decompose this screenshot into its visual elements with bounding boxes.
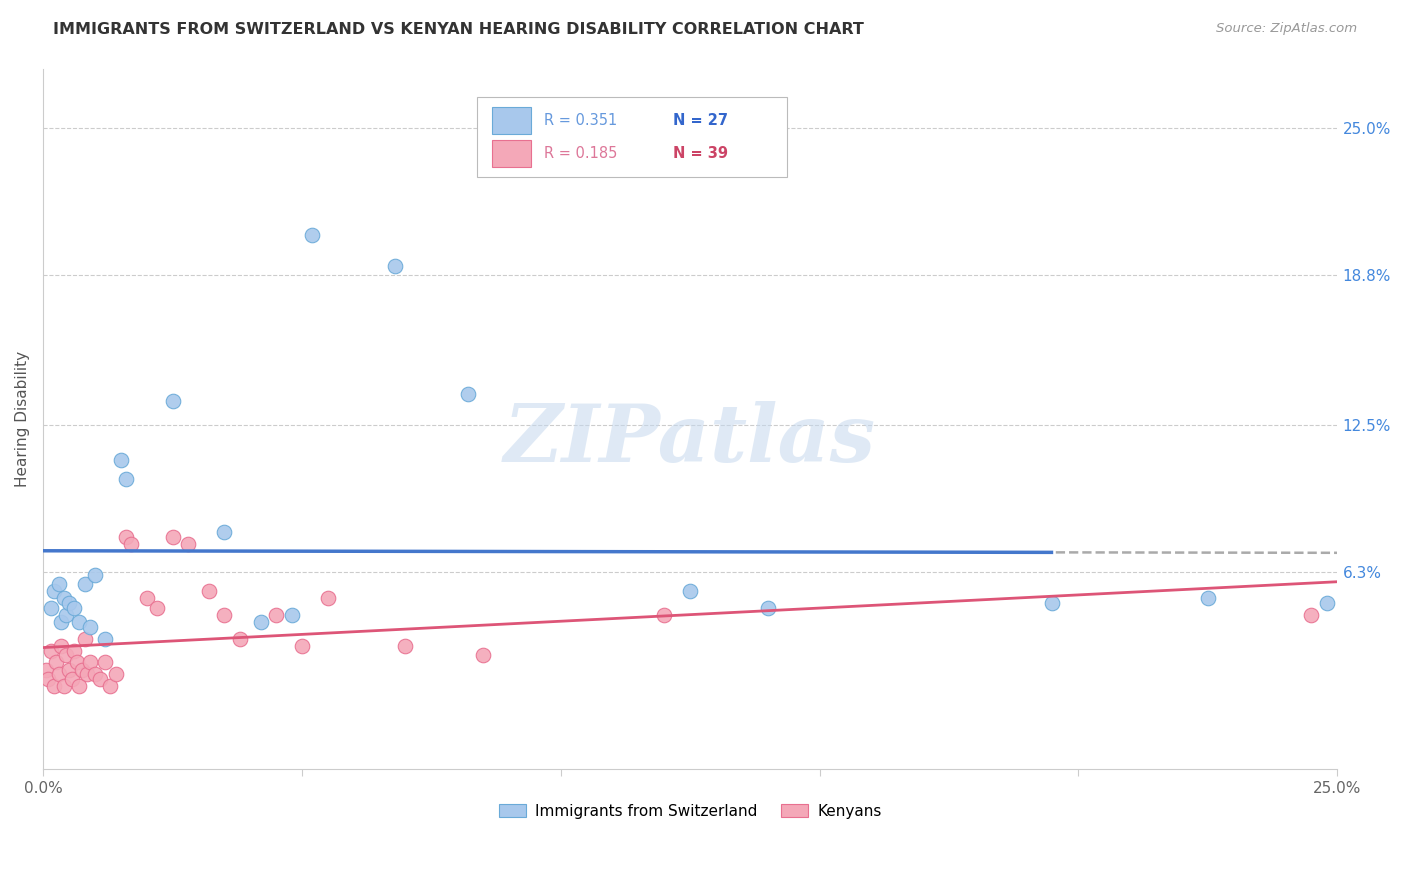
Point <box>115 529 138 543</box>
Text: IMMIGRANTS FROM SWITZERLAND VS KENYAN HEARING DISABILITY CORRELATION CHART: IMMIGRANTS FROM SWITZERLAND VS KENYAN HE… <box>53 22 865 37</box>
Point <box>94 656 117 670</box>
Point <box>79 656 101 670</box>
Point <box>1042 596 1064 610</box>
FancyBboxPatch shape <box>492 107 531 134</box>
Point <box>177 536 200 550</box>
Point <box>110 453 132 467</box>
Point <box>280 607 302 622</box>
Point <box>162 529 184 543</box>
Point <box>301 227 323 242</box>
Point <box>73 577 96 591</box>
Point <box>39 600 62 615</box>
Point <box>198 584 221 599</box>
Text: R = 0.351: R = 0.351 <box>544 113 617 128</box>
Point <box>84 667 107 681</box>
Point <box>63 643 86 657</box>
Point <box>37 672 59 686</box>
Point <box>35 663 58 677</box>
Point <box>472 648 495 663</box>
Legend: Immigrants from Switzerland, Kenyans: Immigrants from Switzerland, Kenyans <box>492 797 887 825</box>
Point <box>63 600 86 615</box>
Point <box>48 667 70 681</box>
Point <box>94 632 117 646</box>
Point <box>316 591 339 606</box>
Point <box>249 615 271 629</box>
Point <box>67 679 90 693</box>
Point <box>264 607 287 622</box>
Point <box>104 667 127 681</box>
Point <box>1316 596 1339 610</box>
Point <box>1197 591 1219 606</box>
Point <box>70 663 93 677</box>
Text: N = 39: N = 39 <box>673 145 728 161</box>
Point <box>214 607 236 622</box>
Point <box>457 387 479 401</box>
Point <box>135 591 157 606</box>
Point <box>1301 607 1323 622</box>
FancyBboxPatch shape <box>477 96 787 178</box>
Point <box>229 632 252 646</box>
Point <box>42 584 65 599</box>
Point <box>756 600 779 615</box>
Point <box>45 656 67 670</box>
Point <box>48 577 70 591</box>
Point <box>67 615 90 629</box>
Text: N = 27: N = 27 <box>673 113 728 128</box>
Point <box>73 632 96 646</box>
Text: Source: ZipAtlas.com: Source: ZipAtlas.com <box>1216 22 1357 36</box>
Point <box>52 679 75 693</box>
Point <box>66 656 89 670</box>
Point <box>214 524 236 539</box>
Point <box>58 596 80 610</box>
Point <box>384 259 406 273</box>
FancyBboxPatch shape <box>492 140 531 167</box>
Point <box>84 567 107 582</box>
Point <box>100 679 122 693</box>
Point <box>60 672 83 686</box>
Point <box>115 473 138 487</box>
Point <box>58 663 80 677</box>
Point <box>42 679 65 693</box>
Point <box>55 648 77 663</box>
Point <box>52 591 75 606</box>
Text: R = 0.185: R = 0.185 <box>544 145 617 161</box>
Point <box>146 600 169 615</box>
Point <box>76 667 98 681</box>
Point <box>51 615 73 629</box>
Point <box>120 536 142 550</box>
Point <box>394 639 416 653</box>
Y-axis label: Hearing Disability: Hearing Disability <box>15 351 30 487</box>
Text: ZIPatlas: ZIPatlas <box>505 401 876 479</box>
Point <box>79 620 101 634</box>
Point <box>51 639 73 653</box>
Point <box>291 639 314 653</box>
Point <box>55 607 77 622</box>
Point <box>679 584 702 599</box>
Point <box>39 643 62 657</box>
Point <box>89 672 111 686</box>
Point <box>652 607 675 622</box>
Point <box>162 394 184 409</box>
